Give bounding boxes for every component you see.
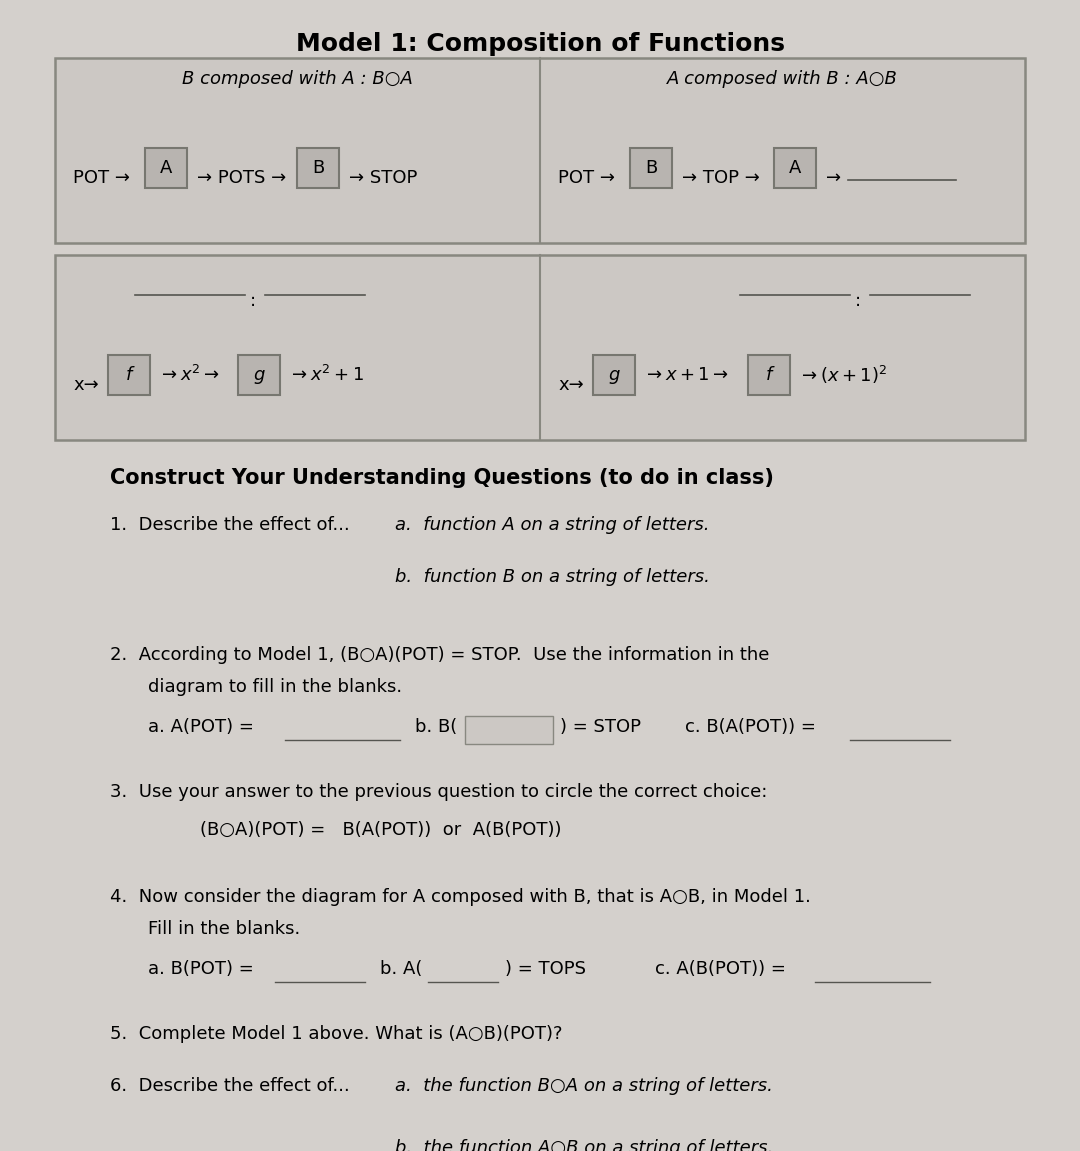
Text: $\rightarrow x+1 \rightarrow$: $\rightarrow x+1 \rightarrow$ (643, 366, 729, 384)
FancyBboxPatch shape (465, 716, 553, 744)
Text: 4.  Now consider the diagram for A composed with B, that is A○B, in Model 1.: 4. Now consider the diagram for A compos… (110, 889, 811, 906)
Text: → POTS →: → POTS → (197, 169, 286, 186)
Text: $\rightarrow x^2+1$: $\rightarrow x^2+1$ (288, 365, 364, 386)
Text: b.  function B on a string of letters.: b. function B on a string of letters. (395, 567, 710, 586)
Text: 3.  Use your answer to the previous question to circle the correct choice:: 3. Use your answer to the previous quest… (110, 783, 768, 801)
Text: 5.  Complete Model 1 above. What is (A○B)(POT)?: 5. Complete Model 1 above. What is (A○B)… (110, 1026, 563, 1043)
FancyBboxPatch shape (108, 355, 150, 395)
Text: B: B (645, 159, 657, 177)
Text: A: A (160, 159, 172, 177)
Text: b. B(: b. B( (415, 718, 457, 735)
Text: A: A (788, 159, 801, 177)
Text: g: g (608, 366, 620, 384)
Text: a. B(POT) =: a. B(POT) = (148, 960, 259, 978)
Text: x→: x→ (558, 376, 584, 394)
Text: a.  function A on a string of letters.: a. function A on a string of letters. (395, 516, 710, 534)
Text: → STOP: → STOP (349, 169, 417, 186)
FancyBboxPatch shape (55, 256, 1025, 440)
FancyBboxPatch shape (297, 148, 339, 188)
Text: :: : (855, 292, 861, 310)
Text: c. A(B(POT)) =: c. A(B(POT)) = (654, 960, 792, 978)
Text: 6.  Describe the effect of...: 6. Describe the effect of... (110, 1077, 350, 1095)
FancyBboxPatch shape (145, 148, 187, 188)
Text: 2.  According to Model 1, (B○A)(POT) = STOP.  Use the information in the: 2. According to Model 1, (B○A)(POT) = ST… (110, 646, 769, 664)
Text: x→: x→ (73, 376, 98, 394)
Text: b.  the function A○B on a string of letters.: b. the function A○B on a string of lette… (395, 1139, 773, 1151)
Text: c. B(A(POT)) =: c. B(A(POT)) = (685, 718, 822, 735)
Text: →: → (826, 169, 841, 186)
Text: (B○A)(POT) =   B(A(POT))  or  A(B(POT)): (B○A)(POT) = B(A(POT)) or A(B(POT)) (200, 821, 562, 839)
Text: 1.  Describe the effect of...: 1. Describe the effect of... (110, 516, 350, 534)
FancyBboxPatch shape (774, 148, 816, 188)
FancyBboxPatch shape (238, 355, 280, 395)
Text: Fill in the blanks.: Fill in the blanks. (148, 920, 300, 938)
Text: ) = TOPS: ) = TOPS (505, 960, 586, 978)
FancyBboxPatch shape (593, 355, 635, 395)
Text: a.  the function B○A on a string of letters.: a. the function B○A on a string of lette… (395, 1077, 773, 1095)
Text: f: f (125, 366, 132, 384)
Text: → TOP →: → TOP → (681, 169, 760, 186)
Text: Construct Your Understanding Questions (to do in class): Construct Your Understanding Questions (… (110, 468, 774, 488)
Text: b. A(: b. A( (380, 960, 422, 978)
FancyBboxPatch shape (55, 58, 1025, 243)
Text: g: g (254, 366, 265, 384)
Text: a. A(POT) =: a. A(POT) = (148, 718, 259, 735)
Text: B composed with A : B○A: B composed with A : B○A (183, 70, 413, 87)
Text: POT →: POT → (558, 169, 615, 186)
Text: f: f (766, 366, 772, 384)
FancyBboxPatch shape (630, 148, 672, 188)
Text: $\rightarrow (x+1)^2$: $\rightarrow (x+1)^2$ (798, 364, 888, 386)
Text: :: : (249, 292, 256, 310)
Text: A composed with B : A○B: A composed with B : A○B (667, 70, 897, 87)
Text: Model 1: Composition of Functions: Model 1: Composition of Functions (296, 32, 784, 56)
FancyBboxPatch shape (748, 355, 789, 395)
Text: $\rightarrow x^2 \rightarrow$: $\rightarrow x^2 \rightarrow$ (158, 365, 219, 386)
Text: diagram to fill in the blanks.: diagram to fill in the blanks. (148, 678, 402, 696)
Text: POT →: POT → (73, 169, 130, 186)
Text: ) = STOP: ) = STOP (561, 718, 642, 735)
Text: B: B (312, 159, 324, 177)
